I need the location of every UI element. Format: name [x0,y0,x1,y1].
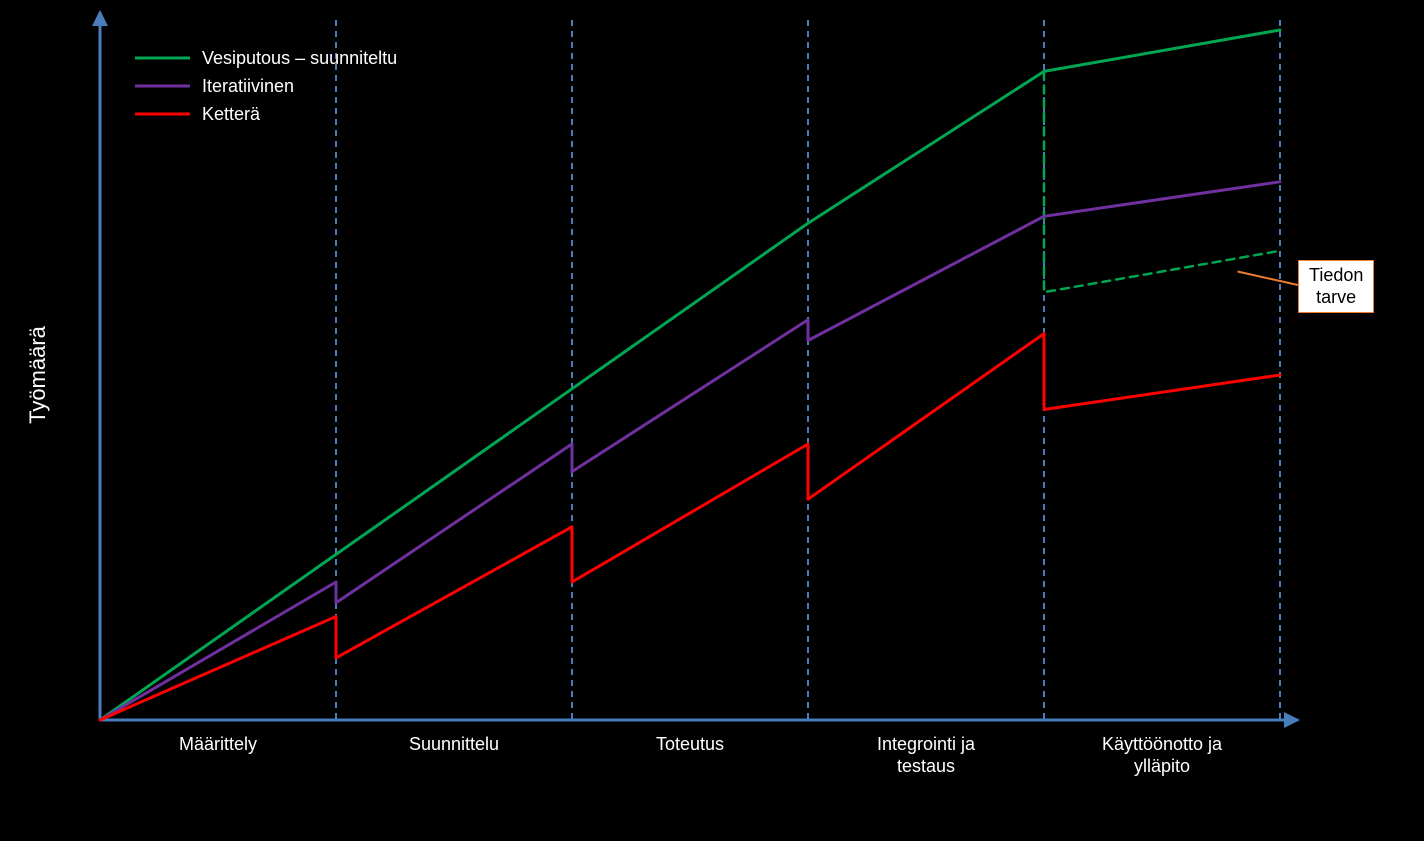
phase-label: Toteutus [656,734,724,754]
callout-box: Tiedontarve [1298,260,1374,313]
phase-label: Suunnittelu [409,734,499,754]
legend-label: Vesiputous – suunniteltu [202,48,397,68]
callout-label-line: Tiedon [1309,265,1363,287]
phase-label: Määrittely [179,734,257,754]
line-chart: Työmäärä Määrittely Suunnittelu Toteutus Int… [0,0,1424,841]
y-axis-label: Työmäärä [25,325,50,424]
phase-label: testaus [897,756,955,776]
legend-label: Iteratiivinen [202,76,294,96]
legend-label: Ketterä [202,104,261,124]
callout-label-line: tarve [1309,287,1363,309]
phase-label: ylläpito [1134,756,1190,776]
phase-label: Integrointi ja [877,734,976,754]
phase-label: Käyttöönotto ja [1102,734,1223,754]
